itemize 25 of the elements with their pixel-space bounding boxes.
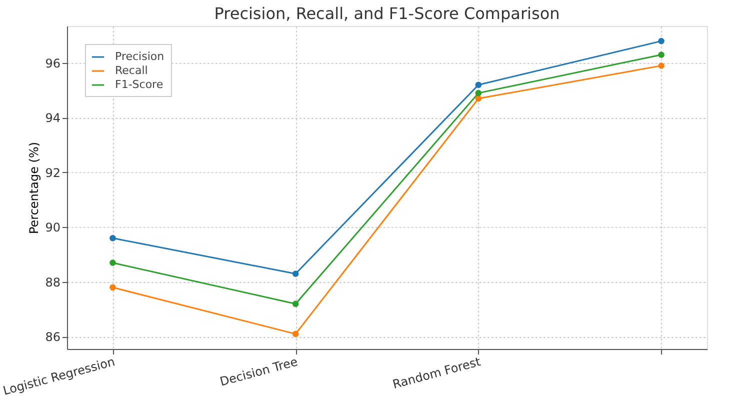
point <box>658 38 664 44</box>
point <box>292 300 299 307</box>
point <box>110 234 116 242</box>
point <box>658 62 664 69</box>
x-tick-label: Random Forest <box>391 354 482 392</box>
legend-label: Recall <box>115 64 148 77</box>
point <box>475 90 482 96</box>
y-tick-label: 90 <box>45 220 60 235</box>
point <box>475 82 482 88</box>
point <box>110 260 116 266</box>
point <box>292 330 299 338</box>
point <box>292 270 299 277</box>
y-tick-label: 88 <box>45 275 60 290</box>
x-tick-label: Decision Tree <box>218 354 300 389</box>
y-tick-label: 96 <box>45 56 60 70</box>
y-tick-label: 94 <box>45 111 60 126</box>
y-tick-label: 86 <box>45 330 60 344</box>
legend-label: Precision <box>115 50 164 63</box>
point <box>110 284 116 291</box>
y-axis-title: Percentage (%) <box>27 142 42 234</box>
chart-title: Precision, Recall, and F1-Score Comparison <box>214 4 560 23</box>
point <box>658 52 664 58</box>
legend-label: F1-Score <box>115 78 164 91</box>
point <box>475 95 482 102</box>
y-tick-label: 92 <box>45 166 60 180</box>
